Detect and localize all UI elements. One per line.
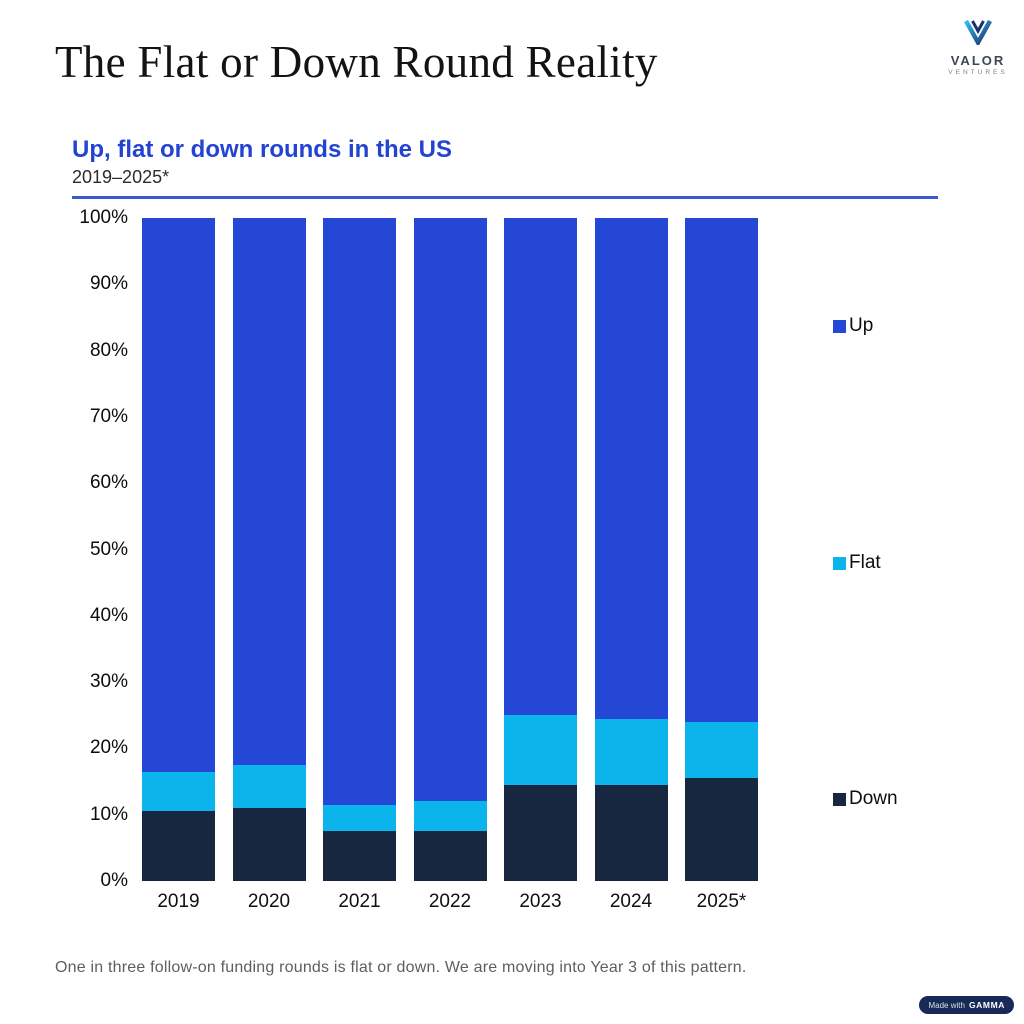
- legend-swatch-down: [833, 792, 846, 806]
- y-tick-label: 20%: [89, 737, 128, 759]
- bar-segment-up: [413, 218, 487, 802]
- x-tick-label: 2024: [609, 891, 653, 912]
- legend-swatch-up: [833, 319, 846, 333]
- bar-segment-down: [594, 784, 668, 881]
- bar-segment-up: [504, 218, 577, 716]
- chart-subtitle: 2019–2025*: [72, 167, 170, 187]
- y-tick-label: 30%: [89, 671, 128, 693]
- bar-segment-up: [685, 218, 758, 722]
- x-tick-label: 2023: [519, 891, 562, 912]
- legend-label-flat: Flat: [849, 552, 881, 573]
- bar-2020: [232, 218, 306, 881]
- title-divider-line: [72, 196, 938, 199]
- bar-segment-up: [142, 218, 215, 772]
- bar-2022: [413, 218, 487, 881]
- bar-segment-down: [142, 811, 215, 881]
- legend-label-down: Down: [849, 788, 898, 809]
- bar-segment-down: [413, 831, 487, 881]
- legend: Up Flat Down: [833, 218, 953, 881]
- valor-v-icon: [963, 19, 993, 50]
- bar-segment-flat: [594, 718, 668, 785]
- x-tick-label: 2021: [338, 891, 381, 912]
- legend-label-up: Up: [849, 315, 874, 336]
- y-tick-label: 10%: [89, 803, 128, 825]
- logo-wordmark: VALOR: [950, 53, 1006, 68]
- y-tick-label: 80%: [89, 339, 128, 361]
- y-tick-label: 60%: [89, 472, 128, 494]
- x-tick-label: 2025*: [696, 891, 747, 912]
- y-tick-label: 50%: [89, 538, 128, 560]
- footer-note: One in three follow-on funding rounds is…: [55, 959, 747, 976]
- bar-segment-down: [685, 778, 758, 881]
- y-axis-labels: 100% 90% 80% 70% 60% 50% 40% 30% 20% 10% 0%: [50, 207, 128, 891]
- bar-2023: [504, 218, 577, 881]
- logo-subtitle: VENTURES: [948, 69, 1008, 76]
- legend-item-flat: Flat: [833, 552, 881, 574]
- bar-segment-down: [504, 784, 577, 881]
- legend-item-down: Down: [833, 788, 898, 810]
- bar-2024: [594, 218, 668, 881]
- x-axis-labels: 2019 2020 2021 2022 2023 2024 2025*: [142, 891, 758, 913]
- y-tick-label: 70%: [89, 405, 128, 427]
- y-tick-label: 100%: [79, 207, 128, 228]
- y-tick-label: 0%: [100, 870, 128, 891]
- page-title: The Flat or Down Round Reality: [55, 37, 658, 87]
- valor-ventures-logo: VALOR VENTURES: [940, 19, 1016, 76]
- bar-2019: [142, 218, 215, 881]
- bar-segment-flat: [413, 801, 487, 832]
- y-tick-label: 90%: [89, 273, 128, 295]
- bar-segment-down: [232, 808, 306, 881]
- bar-segment-down: [323, 831, 396, 881]
- x-tick-label: 2022: [428, 891, 472, 912]
- badge-brand: GAMMA: [968, 1000, 1005, 1010]
- bar-segment-up: [232, 218, 306, 765]
- y-tick-label: 40%: [89, 604, 128, 626]
- bar-segment-flat: [685, 721, 758, 779]
- bar-segment-up: [594, 218, 668, 719]
- bar-segment-flat: [323, 804, 396, 832]
- bar-2021: [323, 218, 396, 881]
- x-tick-label: 2020: [247, 891, 291, 912]
- bar-segment-up: [323, 218, 396, 805]
- bar-segment-flat: [232, 764, 306, 809]
- legend-swatch-flat: [833, 556, 846, 570]
- x-tick-label: 2019: [157, 891, 200, 912]
- stacked-bar-plot: [142, 218, 758, 881]
- bar-2025: [685, 218, 758, 881]
- legend-item-up: Up: [833, 315, 873, 337]
- chart-title: Up, flat or down rounds in the US: [72, 136, 452, 163]
- badge-prefix: Made with: [928, 1000, 965, 1010]
- bar-segment-flat: [504, 715, 577, 785]
- bar-segment-flat: [142, 771, 215, 812]
- made-with-gamma-badge[interactable]: Made with GAMMA: [919, 996, 1014, 1014]
